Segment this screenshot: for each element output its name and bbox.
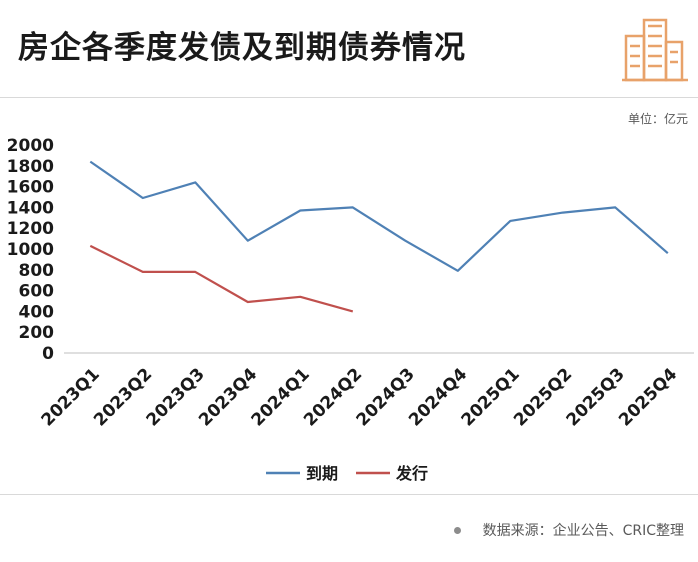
y-tick-label: 0 (42, 344, 54, 364)
series-line-maturity (89, 160, 669, 272)
header-divider (0, 97, 698, 98)
source-text: 企业公告、CRIC整理 (552, 523, 684, 539)
building-logo-icon (622, 18, 688, 82)
y-tick-label: 200 (19, 323, 55, 343)
y-tick-label: 2000 (7, 136, 54, 156)
y-tick-label: 600 (19, 282, 55, 302)
y-tick-label: 800 (19, 261, 55, 281)
legend-label: 到期 (306, 464, 338, 483)
x-axis: 2023Q12023Q22023Q32023Q42024Q12024Q22024… (38, 364, 682, 430)
legend-label: 发行 (395, 464, 428, 483)
unit-label: 单位：亿元 (627, 112, 688, 126)
source-label: 数据来源： (482, 523, 553, 539)
series-line-issuance (89, 244, 354, 313)
y-tick-label: 1600 (7, 178, 54, 198)
y-tick-label: 400 (19, 302, 55, 322)
y-tick-label: 1000 (7, 240, 54, 260)
legend: 到期 发行 (266, 464, 428, 483)
y-tick-label: 1400 (7, 198, 54, 218)
x-tick-label: 2025Q4 (615, 364, 681, 430)
series-lines (89, 160, 669, 313)
y-tick-label: 1200 (7, 219, 54, 239)
footer-divider (0, 494, 698, 495)
y-tick-label: 1800 (7, 157, 54, 177)
bullet-dot-icon (453, 526, 461, 534)
page-title: 房企各季度发债及到期债券情况 (18, 30, 466, 66)
source-line: 数据来源： 企业公告、CRIC整理 (453, 520, 684, 540)
